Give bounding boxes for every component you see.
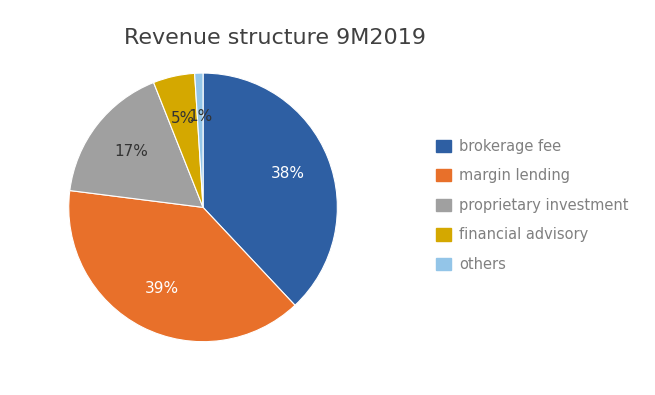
Text: Revenue structure 9M2019: Revenue structure 9M2019 <box>124 28 426 48</box>
Text: 1%: 1% <box>188 109 212 124</box>
Legend: brokerage fee, margin lending, proprietary investment, financial advisory, other: brokerage fee, margin lending, proprieta… <box>430 133 635 278</box>
Wedge shape <box>154 73 203 207</box>
Wedge shape <box>69 190 295 342</box>
Text: 39%: 39% <box>145 281 179 296</box>
Text: 38%: 38% <box>271 166 305 181</box>
Wedge shape <box>70 83 203 207</box>
Wedge shape <box>203 73 337 305</box>
Text: 5%: 5% <box>171 111 195 126</box>
Text: 17%: 17% <box>114 144 148 159</box>
Wedge shape <box>195 73 203 207</box>
